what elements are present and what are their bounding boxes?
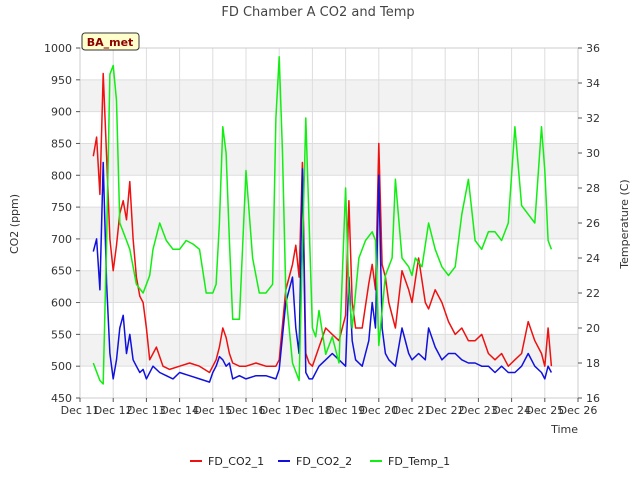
y2-tick-label: 36: [586, 42, 600, 55]
x-tick-label: Dec 17: [260, 404, 299, 417]
y-tick-label: 650: [51, 265, 72, 278]
x-tick-label: Dec 19: [326, 404, 365, 417]
x-tick-label: Dec 24: [492, 404, 531, 417]
x-tick-label: Dec 15: [193, 404, 232, 417]
x-tick-label: Dec 14: [160, 404, 199, 417]
x-axis-title: Time: [550, 423, 578, 436]
plot-band: [80, 334, 578, 367]
x-tick-label: Dec 16: [227, 404, 266, 417]
y2-tick-label: 34: [586, 77, 600, 90]
plot-band: [80, 238, 578, 271]
y2-tick-label: 22: [586, 287, 600, 300]
plot-band: [80, 366, 578, 398]
legend-label-fd-temp-1: FD_Temp_1: [388, 455, 450, 468]
plot-band: [80, 48, 578, 80]
legend-label-fd-co2-2: FD_CO2_2: [296, 455, 352, 468]
y-tick-label: 600: [51, 297, 72, 310]
y2-tick-label: 26: [586, 217, 600, 230]
x-tick-label: Dec 22: [426, 404, 465, 417]
y-tick-label: 500: [51, 360, 72, 373]
y2-tick-label: 16: [586, 392, 600, 405]
legend: FD_CO2_1 FD_CO2_2 FD_Temp_1: [190, 455, 450, 468]
badge-label: BA_met: [87, 36, 134, 49]
y-tick-label: 900: [51, 106, 72, 119]
y-tick-label: 750: [51, 201, 72, 214]
y2-tick-label: 30: [586, 147, 600, 160]
plot-band: [80, 143, 578, 176]
x-tick-label: Dec 21: [393, 404, 432, 417]
plot-band: [80, 270, 578, 303]
y-tick-label: 450: [51, 392, 72, 405]
legend-label-fd-co2-1: FD_CO2_1: [208, 455, 264, 468]
y-tick-label: 1000: [44, 42, 72, 55]
y2-axis-title: Temperature (C): [618, 179, 631, 269]
y2-tick-label: 18: [586, 357, 600, 370]
series-line-fd-temp-1: [92, 56, 553, 385]
y2-tick-label: 20: [586, 322, 600, 335]
y2-tick-label: 28: [586, 182, 600, 195]
badge: BA_met: [81, 32, 140, 51]
x-tick-label: Dec 18: [293, 404, 332, 417]
x-tick-label: Dec 11: [61, 404, 100, 417]
x-tick-label: Dec 23: [459, 404, 498, 417]
plot-band: [80, 111, 578, 144]
series-layer: [92, 56, 553, 385]
y2-tick-label: 24: [586, 252, 600, 265]
plot-band: [80, 175, 578, 208]
x-tick-label: Dec 13: [127, 404, 166, 417]
series-line-fd-co2-2: [92, 161, 553, 383]
grid-lines: [79, 47, 579, 399]
series-line-fd-co2-1: [92, 72, 553, 374]
y-tick-label: 800: [51, 169, 72, 182]
y-axis-title: CO2 (ppm): [8, 194, 21, 254]
y2-tick-label: 32: [586, 112, 600, 125]
chart-title: FD Chamber A CO2 and Temp: [221, 5, 414, 20]
x-tick-label: Dec 20: [359, 404, 398, 417]
plot-band: [80, 302, 578, 335]
y-tick-label: 550: [51, 328, 72, 341]
y-tick-label: 700: [51, 233, 72, 246]
plot-band: [80, 79, 578, 112]
y-tick-label: 850: [51, 137, 72, 150]
y-axis-ticks: 450 500 550 600 650 700 750 800 850 900 950 1000: [44, 42, 80, 405]
x-tick-label: Dec 26: [559, 404, 598, 417]
y-tick-label: 950: [51, 74, 72, 87]
badge-box: [81, 32, 140, 51]
y2-axis-ticks: 16 18 20 22 24 26 28 30 32 34 36: [578, 42, 600, 405]
x-tick-label: Dec 25: [525, 404, 564, 417]
x-tick-label: Dec 12: [94, 404, 133, 417]
